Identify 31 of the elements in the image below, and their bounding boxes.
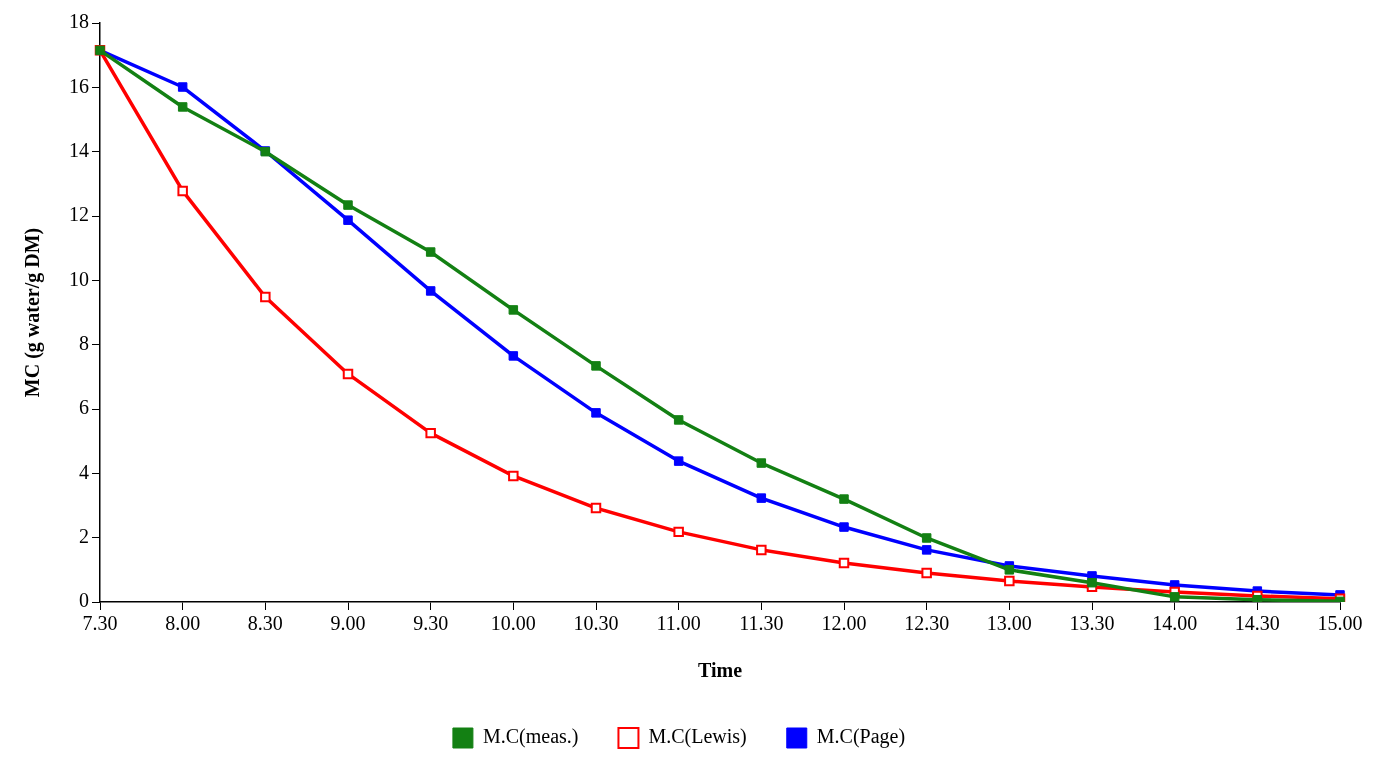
x-tick-label: 14.00	[1152, 612, 1198, 635]
x-tick-label: 13.00	[986, 612, 1032, 635]
y-tick-label: 6	[79, 396, 89, 419]
x-axis-title: Time	[697, 659, 743, 682]
x-tick-label: 9.30	[413, 612, 449, 635]
x-tick-label: 8.00	[165, 612, 201, 635]
y-tick-label: 2	[79, 524, 89, 547]
y-tick-label: 10	[69, 267, 89, 290]
y-tick-label: 4	[79, 460, 89, 483]
x-tick-label: 10.00	[490, 612, 536, 635]
x-tick-label: 12.30	[904, 612, 950, 635]
y-tick-label: 18	[69, 10, 89, 33]
x-tick-label: 10.30	[573, 612, 619, 635]
x-tick-label: 13.30	[1069, 612, 1115, 635]
x-tick-label: 15.00	[1317, 612, 1363, 635]
x-tick-label: 11.30	[739, 612, 784, 635]
x-tick-label: 12.00	[821, 612, 867, 635]
x-tick-label: 11.00	[656, 612, 701, 635]
legend-label: M.C(Page)	[816, 725, 906, 749]
x-tick-label: 9.00	[330, 612, 366, 635]
y-tick-label: 14	[69, 138, 89, 161]
y-tick-label: 12	[69, 203, 89, 226]
legend-label: M.C(meas.)	[482, 725, 579, 749]
x-tick-label: 14.30	[1234, 612, 1280, 635]
x-tick-label: 7.30	[82, 612, 118, 635]
y-tick-label: 16	[69, 74, 89, 97]
y-tick-label: 0	[79, 589, 89, 612]
x-tick-label: 8.30	[247, 612, 283, 635]
legend-label: M.C(Lewis)	[648, 725, 747, 749]
y-tick-label: 8	[79, 331, 89, 354]
y-axis-title: MC (g water/g DM)	[21, 227, 45, 398]
